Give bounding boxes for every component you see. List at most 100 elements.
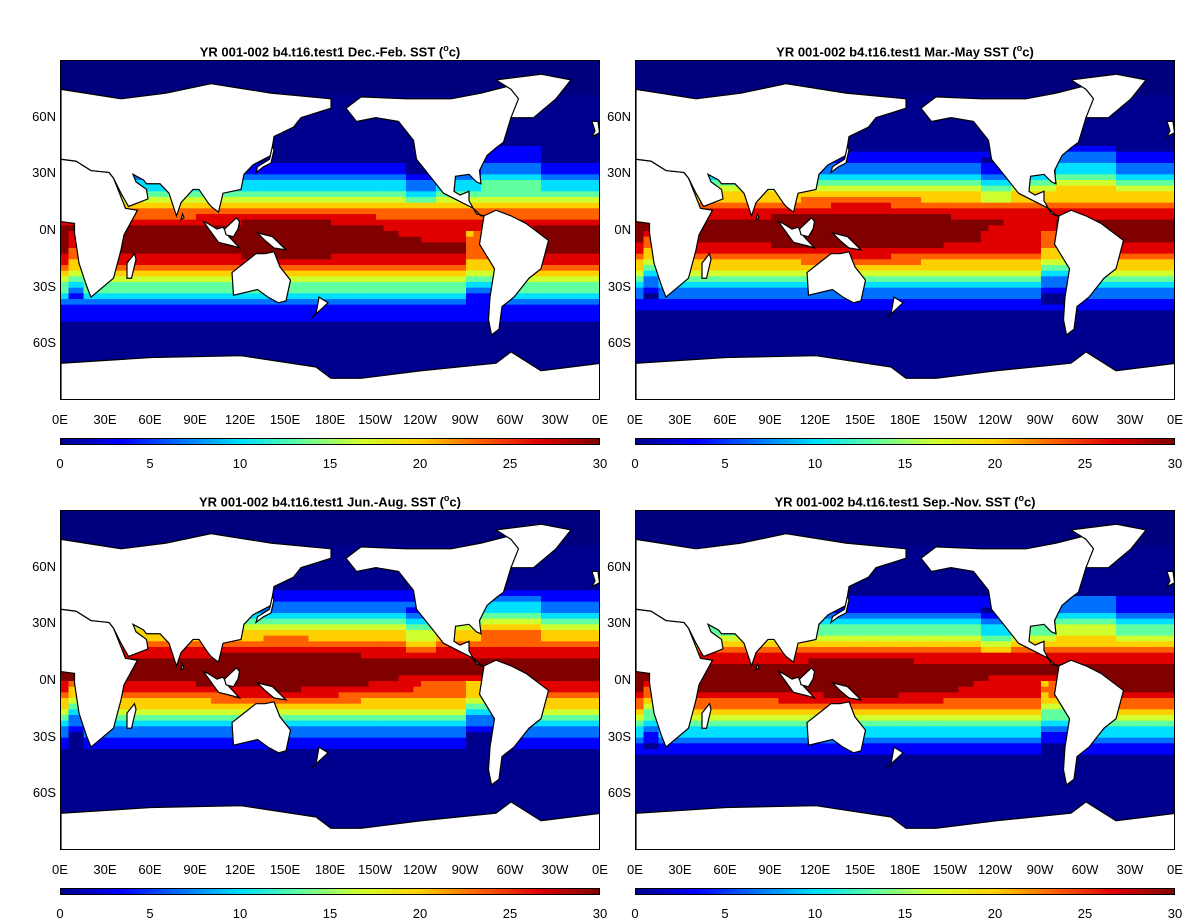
sst-cell bbox=[91, 61, 99, 67]
sst-cell bbox=[144, 78, 152, 84]
sst-cell bbox=[1161, 67, 1169, 73]
sst-cell bbox=[921, 78, 929, 84]
sst-cell bbox=[136, 327, 144, 333]
sst-cell bbox=[256, 84, 264, 90]
sst-cell bbox=[376, 237, 384, 243]
sst-cell bbox=[339, 350, 347, 356]
sst-cell bbox=[241, 208, 249, 214]
sst-cell bbox=[519, 316, 527, 322]
sst-cell bbox=[876, 78, 884, 84]
sst-cell bbox=[749, 84, 757, 90]
sst-cell bbox=[324, 157, 332, 163]
sst-cell bbox=[211, 333, 219, 339]
sst-cell bbox=[674, 72, 682, 78]
sst-cell bbox=[121, 288, 129, 294]
sst-cell bbox=[264, 333, 272, 339]
sst-cell bbox=[451, 203, 459, 209]
sst-cell bbox=[346, 293, 354, 299]
sst-cell bbox=[406, 197, 414, 203]
sst-cell bbox=[114, 316, 122, 322]
sst-cell bbox=[1034, 89, 1042, 95]
sst-cell bbox=[279, 152, 287, 158]
sst-cell bbox=[204, 276, 212, 282]
sst-cell bbox=[391, 225, 399, 231]
sst-cell bbox=[354, 310, 362, 316]
sst-cell bbox=[76, 72, 84, 78]
sst-cell bbox=[459, 293, 467, 299]
sst-cell bbox=[309, 265, 317, 271]
sst-cell bbox=[384, 89, 392, 95]
sst-cell bbox=[399, 220, 407, 226]
sst-cell bbox=[354, 157, 362, 163]
sst-cell bbox=[436, 259, 444, 265]
sst-cell bbox=[406, 299, 414, 305]
sst-cell bbox=[219, 288, 227, 294]
sst-cell bbox=[519, 293, 527, 299]
sst-cell bbox=[831, 72, 839, 78]
sst-cell bbox=[309, 123, 317, 129]
sst-cell bbox=[361, 180, 369, 186]
sst-cell bbox=[61, 305, 69, 311]
sst-cell bbox=[286, 333, 294, 339]
sst-cell bbox=[459, 254, 467, 260]
sst-cell bbox=[384, 129, 392, 135]
sst-cell bbox=[331, 180, 339, 186]
sst-cell bbox=[106, 310, 114, 316]
sst-cell bbox=[309, 129, 317, 135]
sst-cell bbox=[429, 356, 437, 362]
sst-cell bbox=[76, 327, 84, 333]
sst-cell bbox=[279, 180, 287, 186]
lon-tick-label: 60E bbox=[138, 412, 161, 427]
sst-cell bbox=[331, 305, 339, 311]
sst-cell bbox=[504, 191, 512, 197]
sst-cell bbox=[481, 356, 489, 362]
sst-cell bbox=[264, 299, 272, 305]
sst-cell bbox=[474, 191, 482, 197]
sst-cell bbox=[301, 310, 309, 316]
sst-cell bbox=[556, 180, 564, 186]
sst-cell bbox=[166, 67, 174, 73]
sst-cell bbox=[174, 327, 182, 333]
sst-cell bbox=[549, 276, 557, 282]
sst-cell bbox=[376, 123, 384, 129]
sst-cell bbox=[451, 237, 459, 243]
sst-cell bbox=[189, 316, 197, 322]
sst-cell bbox=[346, 67, 354, 73]
sst-cell bbox=[84, 344, 92, 350]
sst-cell bbox=[136, 310, 144, 316]
sst-cell bbox=[129, 67, 137, 73]
sst-cell bbox=[556, 316, 564, 322]
sst-cell bbox=[541, 299, 549, 305]
sst-cell bbox=[181, 220, 189, 226]
sst-cell bbox=[234, 305, 242, 311]
sst-cell bbox=[369, 180, 377, 186]
sst-cell bbox=[129, 242, 137, 248]
sst-cell bbox=[346, 316, 354, 322]
sst-cell bbox=[136, 265, 144, 271]
sst-cell bbox=[541, 271, 549, 277]
sst-cell bbox=[294, 174, 302, 180]
sst-cell bbox=[271, 310, 279, 316]
sst-cell bbox=[286, 152, 294, 158]
sst-cell bbox=[489, 72, 497, 78]
sst-cell bbox=[391, 242, 399, 248]
sst-cell bbox=[666, 78, 674, 84]
sst-cell bbox=[316, 157, 324, 163]
sst-cell bbox=[114, 310, 122, 316]
sst-cell bbox=[406, 84, 414, 90]
sst-cell bbox=[271, 72, 279, 78]
sst-cell bbox=[549, 327, 557, 333]
sst-cell bbox=[399, 299, 407, 305]
sst-cell bbox=[391, 333, 399, 339]
sst-cell bbox=[316, 288, 324, 294]
sst-cell bbox=[219, 293, 227, 299]
sst-cell bbox=[869, 84, 877, 90]
sst-cell bbox=[204, 316, 212, 322]
sst-cell bbox=[226, 214, 234, 220]
sst-cell bbox=[519, 163, 527, 169]
sst-cell bbox=[406, 254, 414, 260]
sst-cell bbox=[346, 174, 354, 180]
sst-cell bbox=[249, 293, 257, 299]
sst-cell bbox=[541, 135, 549, 141]
sst-cell bbox=[406, 339, 414, 345]
